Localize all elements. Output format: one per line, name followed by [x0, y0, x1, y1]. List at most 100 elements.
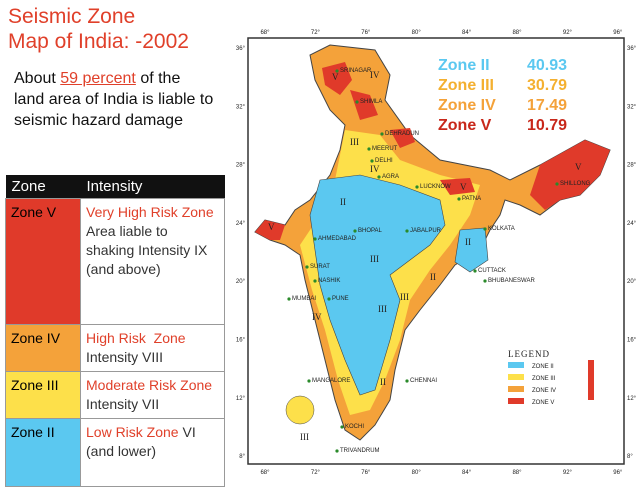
- lat-label: 32°: [627, 104, 637, 110]
- zone-ii-area: [309, 174, 446, 396]
- zone-mark: IV: [370, 164, 380, 174]
- legend-item: ZONE III: [532, 376, 556, 382]
- zone-share-name: Zone V: [438, 117, 492, 134]
- city-dot: [415, 185, 419, 189]
- city-label: BHUBANESWAR: [488, 278, 535, 284]
- legend-item: ZONE II: [532, 364, 554, 370]
- zone-cell: Zone II: [5, 418, 81, 487]
- lon-label: 88°: [512, 470, 522, 476]
- city-label: JABALPUR: [410, 228, 442, 234]
- lon-label: 88°: [512, 30, 522, 36]
- zone-cell: Zone III: [5, 371, 81, 419]
- lon-label: 96°: [613, 30, 623, 36]
- city-label: LUCKNOW: [420, 184, 451, 190]
- city-dot: [483, 279, 487, 283]
- title-line: Map of India: -2002: [8, 30, 189, 53]
- zone-mark: III: [378, 304, 387, 314]
- city-dot: [473, 269, 477, 273]
- lat-label: 24°: [236, 221, 246, 227]
- zone-share-percent: 40.93: [527, 57, 567, 74]
- zone-mark: II: [340, 197, 346, 207]
- lon-label: 72°: [311, 470, 321, 476]
- city-label: CUTTACK: [478, 268, 506, 274]
- legend-swatch: [508, 386, 524, 392]
- zone-share-percent: 10.79: [527, 117, 567, 134]
- zone-v-area: [530, 140, 610, 210]
- city-label: KOLKATA: [488, 226, 515, 232]
- zone-cell: Zone IV: [5, 324, 81, 372]
- city-dot: [313, 279, 317, 283]
- lon-label: 80°: [412, 30, 422, 36]
- city-label: SURAT: [310, 264, 330, 270]
- intro-text: About: [14, 70, 61, 87]
- lat-label: 36°: [627, 46, 637, 52]
- intensity-cell: Very High Risk Zone Area liable to shaki…: [80, 198, 225, 325]
- title: Seismic Zone Map of India: -2002: [8, 4, 189, 54]
- city-label: AHMEDABAD: [318, 236, 357, 242]
- lon-label: 92°: [563, 470, 573, 476]
- lon-label: 92°: [563, 30, 573, 36]
- zone-mark: II: [465, 237, 471, 247]
- city-label: SHILLONG: [560, 181, 591, 187]
- city-label: SRINAGAR: [340, 68, 372, 74]
- lat-label: 24°: [627, 221, 637, 227]
- zone-mark: III: [350, 137, 359, 147]
- city-label: CHENNAI: [410, 378, 437, 384]
- zone-mark: V: [460, 182, 467, 192]
- city-label: TRIVANDRUM: [340, 448, 380, 454]
- zone-mark: IV: [312, 312, 322, 322]
- city-dot: [335, 69, 339, 73]
- city-dot: [483, 227, 487, 231]
- detail: Intensity VII: [86, 396, 160, 412]
- zone-mark: V: [332, 72, 339, 82]
- zone-v-area: [322, 62, 352, 95]
- detail: VI (and lower): [86, 424, 196, 459]
- zone-mark: II: [380, 377, 386, 387]
- zone-v-area: [255, 220, 285, 240]
- lon-label: 68°: [260, 30, 270, 36]
- city-dot: [353, 229, 357, 233]
- lon-label: 84°: [462, 470, 472, 476]
- legend-item: ZONE V: [532, 400, 554, 406]
- city-label: MEERUT: [372, 146, 398, 152]
- zone-share-percent: 30.79: [527, 77, 567, 94]
- lat-label: 16°: [236, 338, 246, 344]
- lat-label: 20°: [236, 279, 246, 285]
- city-label: NASHIK: [318, 278, 340, 284]
- lakshadweep: [285, 395, 315, 425]
- risk: High Risk Zone: [86, 330, 186, 346]
- intensity-cell: High Risk Zone Intensity VIII: [80, 324, 225, 372]
- lat-label: 20°: [627, 279, 637, 285]
- intensity-cell: Low Risk Zone VI (and lower): [80, 418, 225, 487]
- lon-label: 72°: [311, 30, 321, 36]
- city-label: PATNA: [462, 196, 481, 202]
- zone-mark: IV: [370, 70, 380, 80]
- lat-label: 8°: [239, 454, 245, 460]
- zone-share-name: Zone IV: [438, 97, 496, 114]
- city-dot: [313, 237, 317, 241]
- legend-swatch: [508, 374, 524, 380]
- city-dot: [367, 147, 371, 151]
- risk: Very High Risk Zone: [86, 204, 214, 220]
- lat-label: 28°: [236, 163, 246, 169]
- zone-v-area: [350, 90, 378, 120]
- intro-highlight: 59 percent: [60, 70, 136, 87]
- lat-label: 8°: [627, 454, 633, 460]
- lon-label: 76°: [361, 30, 371, 36]
- header-cell: Zone: [5, 175, 81, 199]
- city-label: KOCHI: [345, 424, 364, 430]
- city-dot: [380, 132, 384, 136]
- city-dot: [405, 229, 409, 233]
- city-dot: [355, 100, 359, 104]
- zone-mark: III: [370, 254, 379, 264]
- zone-mark: III: [300, 432, 309, 442]
- header-cell: Intensity: [80, 175, 225, 199]
- legend-item: ZONE IV: [532, 388, 556, 394]
- lon-label: 84°: [462, 30, 472, 36]
- city-dot: [327, 297, 331, 301]
- map-frame: [247, 37, 625, 465]
- city-dot: [287, 297, 291, 301]
- lat-label: 12°: [627, 396, 637, 402]
